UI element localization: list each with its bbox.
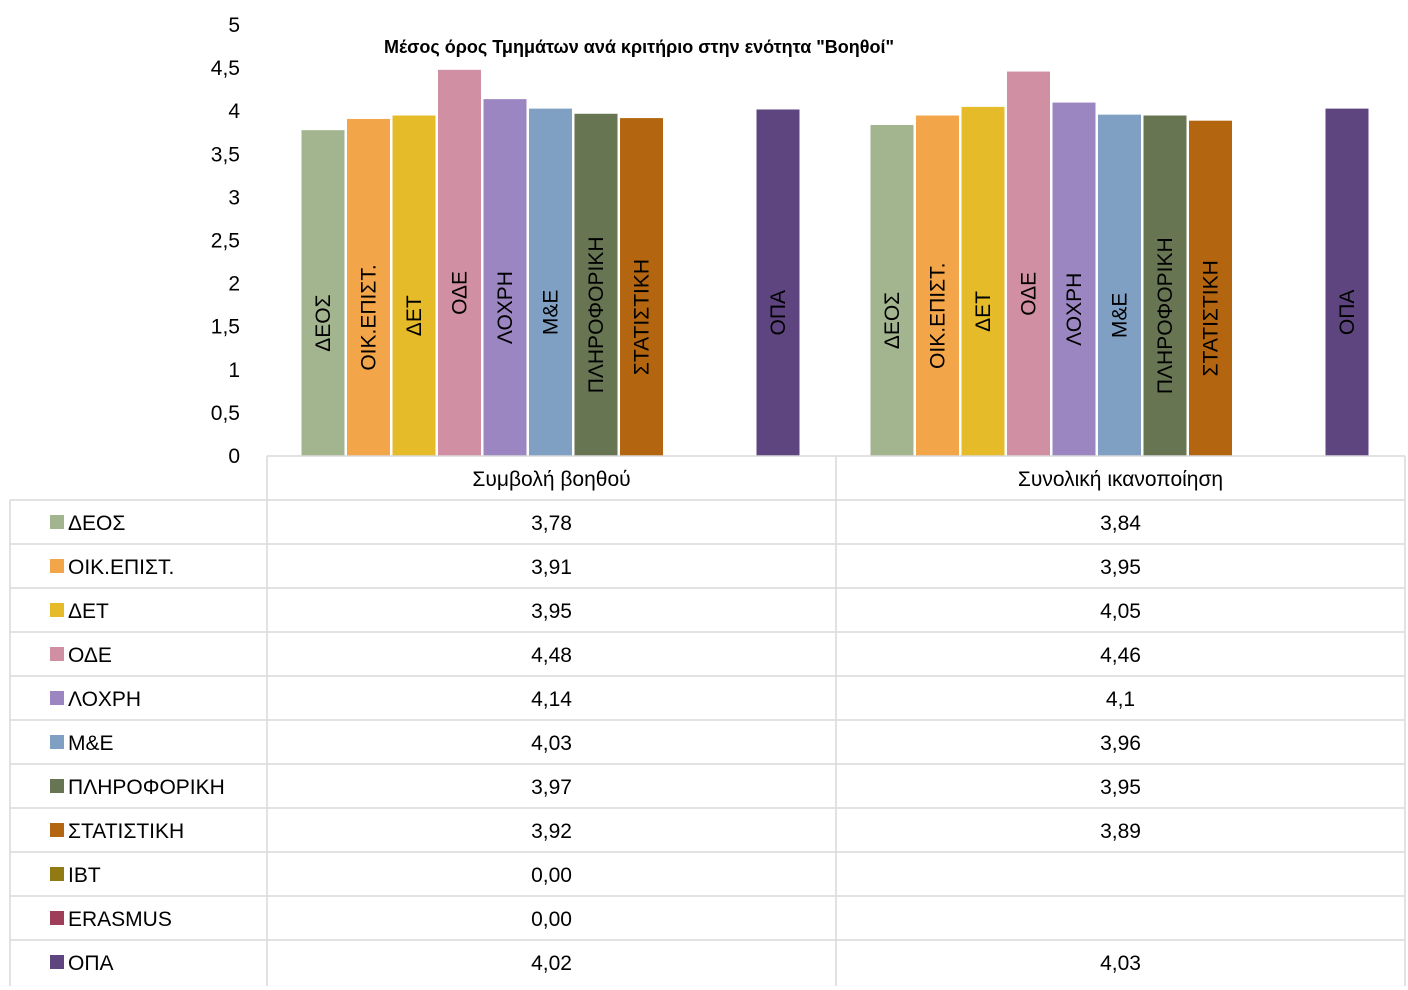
y-tick-label: 3 <box>228 186 240 209</box>
bar <box>1098 114 1141 456</box>
bar-series-label: ΔΕΤ <box>972 291 995 332</box>
legend-swatch <box>50 515 64 529</box>
bar <box>870 124 914 456</box>
y-tick-label: 0 <box>228 445 240 468</box>
legend-swatch <box>50 647 64 661</box>
legend-label: ΣΤΑΤΙΣΤΙΚΗ <box>68 820 184 843</box>
bar <box>1189 120 1232 456</box>
bar-series-label: ΟΙΚ.ΕΠΙΣΤ. <box>358 264 381 370</box>
legend-swatch <box>50 823 64 837</box>
y-tick-label: 0,5 <box>211 402 240 425</box>
legend-swatch <box>50 559 64 573</box>
y-tick-label: 2 <box>228 273 240 296</box>
table-value: 4,14 <box>531 688 572 711</box>
bar-series-label: ΟΠΑ <box>767 290 790 336</box>
bar <box>347 118 390 456</box>
legend-swatch <box>50 779 64 793</box>
bar-series-label: Μ&Ε <box>1109 293 1132 339</box>
bar <box>392 115 436 456</box>
table-value: 0,00 <box>531 908 572 931</box>
table-value: 3,84 <box>1100 512 1141 535</box>
legend-swatch <box>50 691 64 705</box>
table-value: 3,96 <box>1100 732 1141 755</box>
chart-title: Μέσος όρος Τμημάτων ανά κριτήριο στην εν… <box>384 37 894 57</box>
legend-swatch <box>50 955 64 969</box>
bar <box>756 109 800 456</box>
table-value: 4,48 <box>531 644 572 667</box>
legend-label: ΔΕΤ <box>68 600 109 623</box>
category-label: Συμβολή βοηθού <box>472 468 630 491</box>
bar <box>483 99 527 456</box>
table-value: 3,78 <box>531 512 572 535</box>
y-tick-label: 4,5 <box>211 57 240 80</box>
bar <box>529 108 572 456</box>
bar <box>916 115 959 456</box>
legend-swatch <box>50 911 64 925</box>
bar-series-label: ΔΕΟΣ <box>312 294 335 351</box>
bar-series-label: ΟΔΕ <box>1018 272 1041 316</box>
table-value: 4,1 <box>1106 688 1135 711</box>
bar-series-label: ΣΤΑΤΙΣΤΙΚΗ <box>631 259 654 375</box>
bar-series-label: Μ&Ε <box>540 290 563 336</box>
legend-label: ΠΛΗΡΟΦΟΡΙΚΗ <box>68 776 225 799</box>
bar <box>574 113 618 456</box>
legend-label: Μ&Ε <box>68 732 114 755</box>
bar-series-label: ΣΤΑΤΙΣΤΙΚΗ <box>1200 260 1223 376</box>
table-value: 3,95 <box>1100 776 1141 799</box>
y-tick-label: 5 <box>228 14 240 37</box>
legend-label: ΔΕΟΣ <box>68 512 125 535</box>
bar-series-label: ΔΕΤ <box>403 295 426 336</box>
table-value: 4,03 <box>1100 952 1141 975</box>
bar <box>1325 108 1369 456</box>
legend-swatch <box>50 867 64 881</box>
table-value: 3,95 <box>1100 556 1141 579</box>
table-value: 3,95 <box>531 600 572 623</box>
bar-series-label: ΟΠΑ <box>1336 290 1359 336</box>
table-value: 3,97 <box>531 776 572 799</box>
legend-label: ΙΒΤ <box>68 864 101 887</box>
legend-label: ΟΠΑ <box>68 952 114 975</box>
legend-label: ΟΔΕ <box>68 644 112 667</box>
table-value: 4,03 <box>531 732 572 755</box>
y-tick-label: 1,5 <box>211 316 240 339</box>
table-value: 3,89 <box>1100 820 1141 843</box>
bar-series-label: ΛΟΧΡΗ <box>494 271 517 344</box>
bar-series-label: ΛΟΧΡΗ <box>1063 273 1086 346</box>
y-tick-label: 3,5 <box>211 143 240 166</box>
bar-series-label: ΠΛΗΡΟΦΟΡΙΚΗ <box>585 236 608 393</box>
bar <box>438 69 481 456</box>
legend-label: ΛΟΧΡΗ <box>68 688 141 711</box>
bar <box>1052 102 1096 456</box>
table-value: 4,05 <box>1100 600 1141 623</box>
bar-series-label: ΠΛΗΡΟΦΟΡΙΚΗ <box>1154 237 1177 394</box>
bar <box>301 130 345 456</box>
y-tick-label: 1 <box>228 359 240 382</box>
table-value: 4,46 <box>1100 644 1141 667</box>
y-tick-label: 4 <box>228 100 240 123</box>
bar-series-label: ΟΔΕ <box>449 271 472 315</box>
bar <box>961 106 1005 456</box>
bar <box>1007 71 1050 456</box>
table-value: 0,00 <box>531 864 572 887</box>
bar <box>620 118 663 456</box>
category-label: Συνολική ικανοποίηση <box>1018 468 1223 491</box>
table-value: 4,02 <box>531 952 572 975</box>
bar-series-label: ΟΙΚ.ΕΠΙΣΤ. <box>927 263 950 369</box>
legend-swatch <box>50 603 64 617</box>
table-value: 3,92 <box>531 820 572 843</box>
bar <box>1143 115 1187 456</box>
legend-swatch <box>50 735 64 749</box>
legend-label: ΟΙΚ.ΕΠΙΣΤ. <box>68 556 174 579</box>
legend-label: ERASMUS <box>68 908 172 931</box>
bar-series-label: ΔΕΟΣ <box>881 292 904 349</box>
table-value: 3,91 <box>531 556 572 579</box>
y-tick-label: 2,5 <box>211 230 240 253</box>
